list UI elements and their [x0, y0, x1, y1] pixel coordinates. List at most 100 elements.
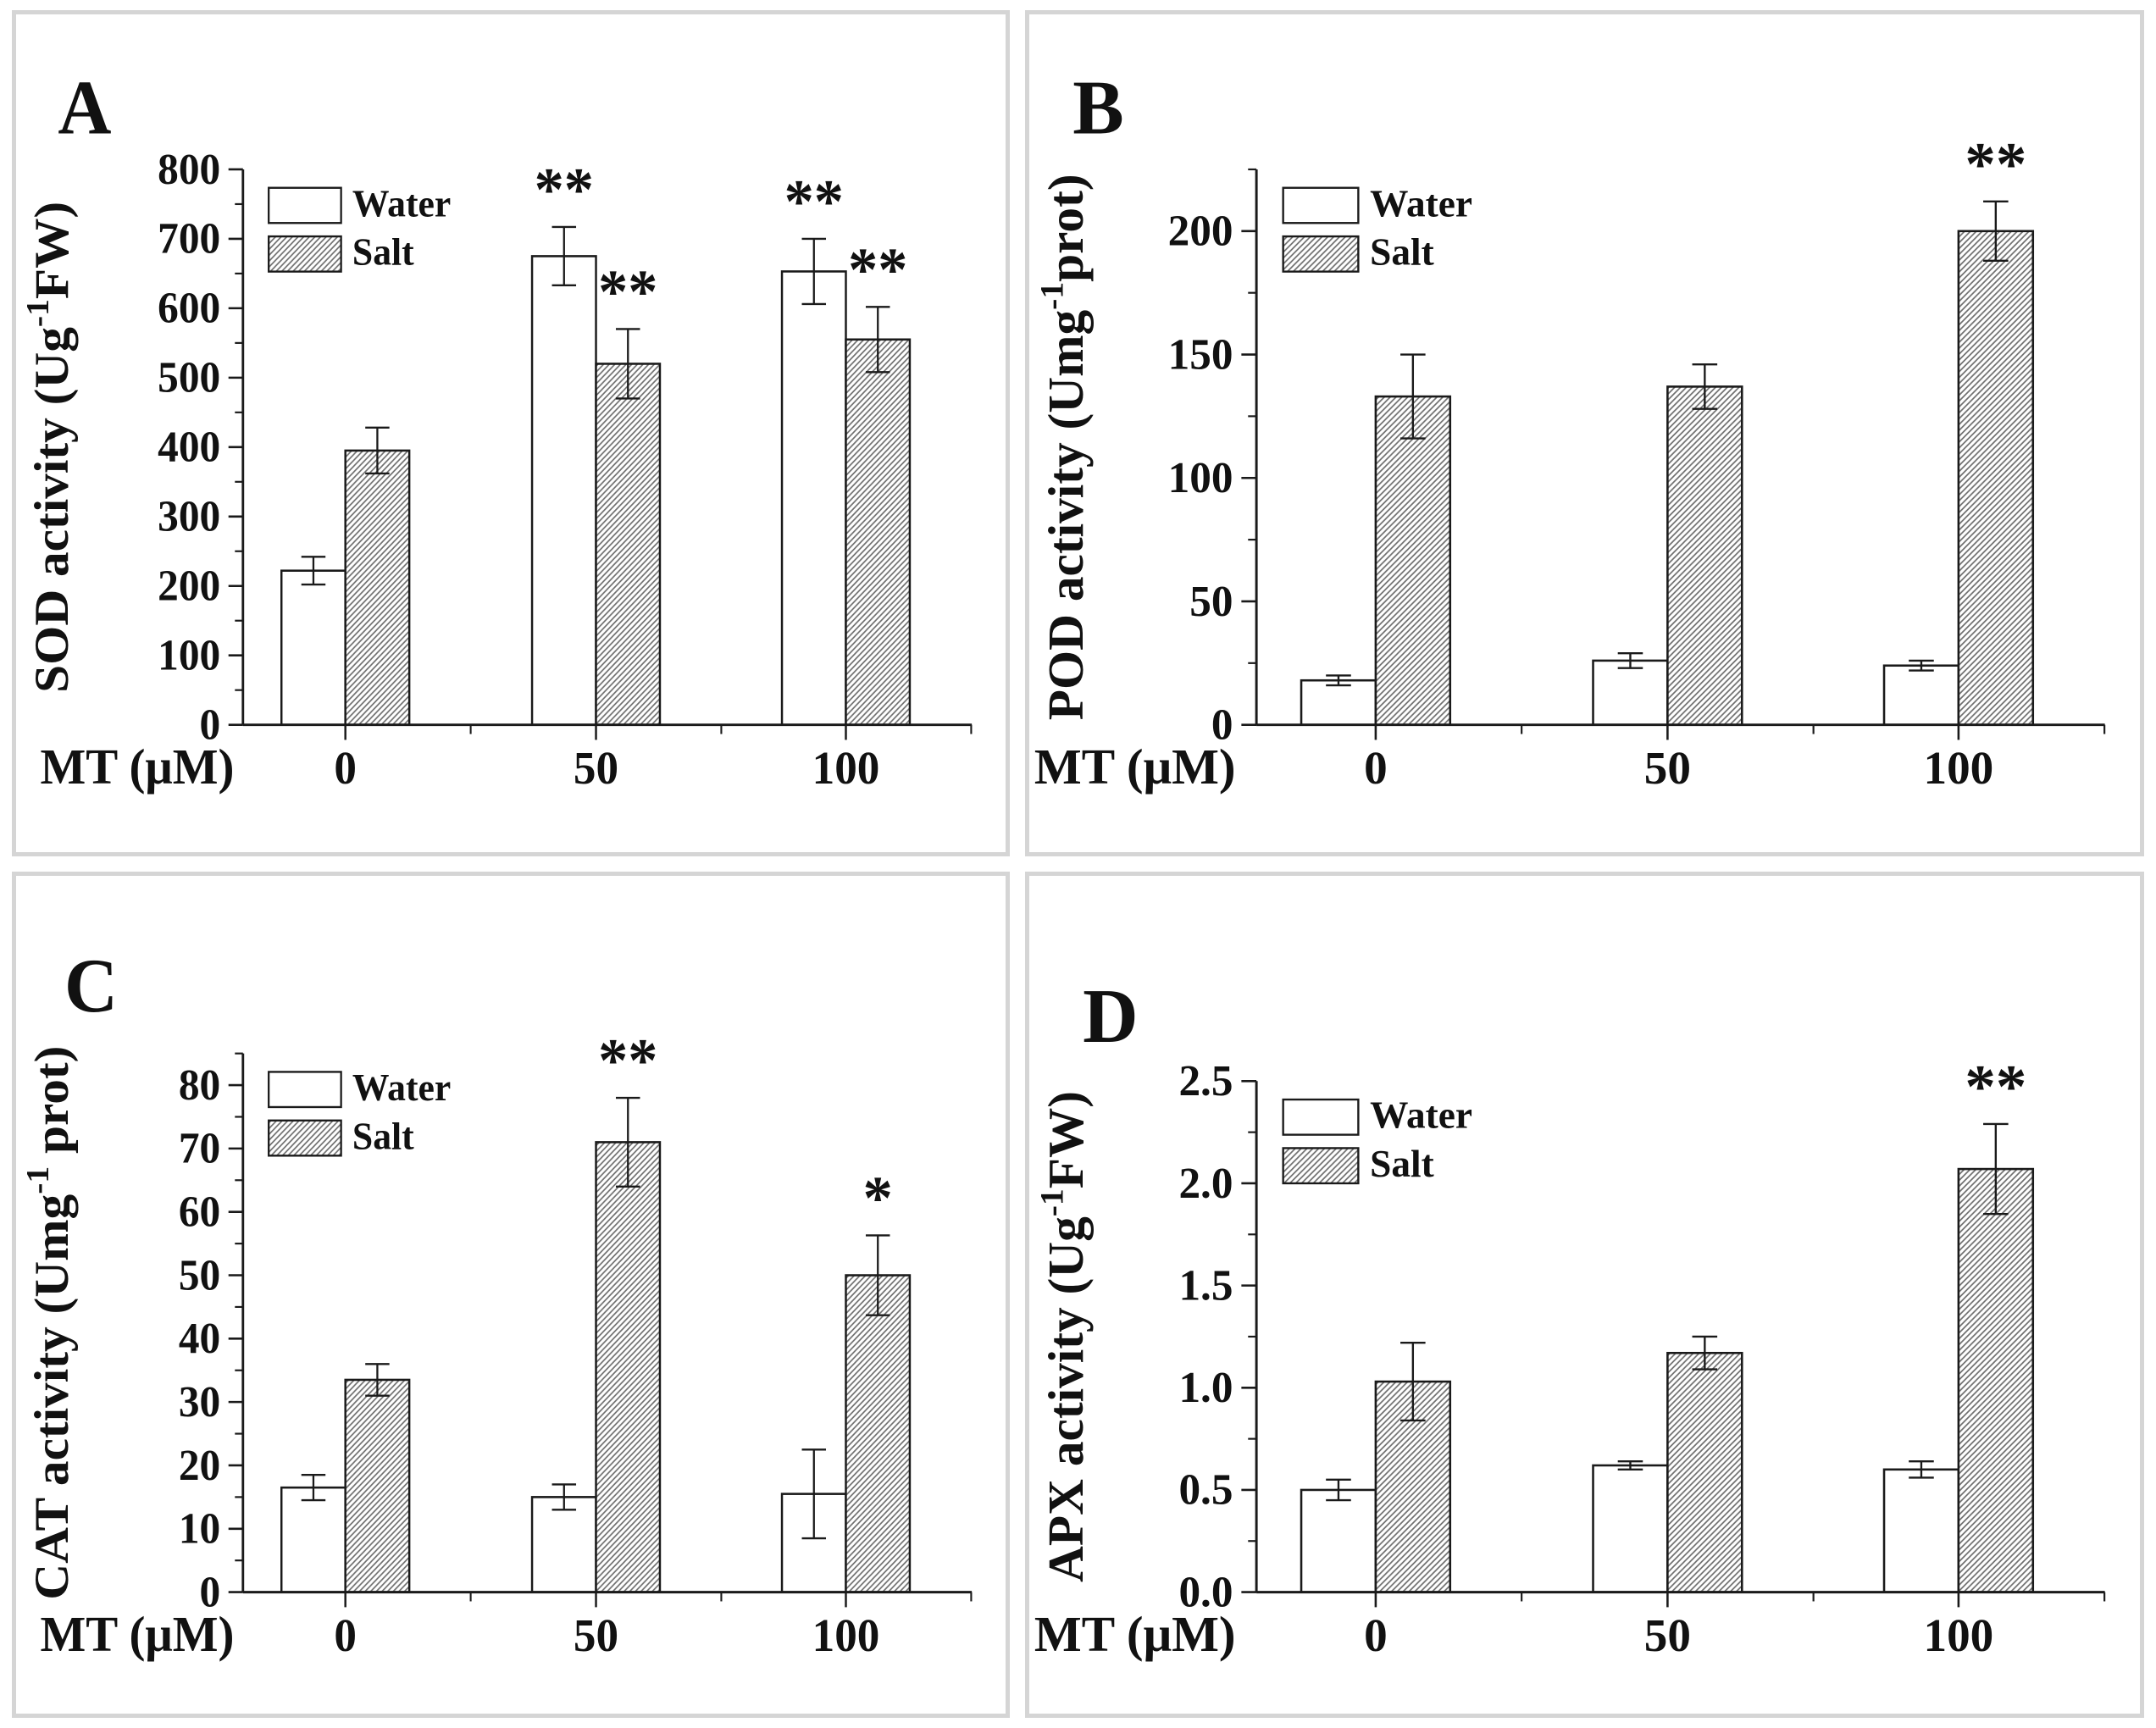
panel-letter: D	[1083, 973, 1138, 1059]
significance-marker: **	[598, 257, 657, 326]
x-tick-label: 100	[812, 742, 880, 794]
bar-salt-0	[344, 1378, 411, 1593]
bar-salt-100	[845, 338, 912, 726]
significance-marker: **	[848, 235, 907, 304]
chart-pod: ** 0 50 100 150 200 0 50 100 MT (μM) POD activity …	[1033, 64, 2106, 795]
bar-water-50	[1592, 659, 1669, 726]
y-tick-label: 50	[1189, 578, 1233, 626]
bar-water-0	[1300, 1488, 1377, 1593]
errorbar-water-0	[1326, 674, 1351, 687]
errorbar-salt-0	[1400, 353, 1426, 440]
x-tick-label: 0	[334, 742, 357, 794]
y-tick-label: 400	[158, 423, 220, 471]
x-tick-label: 0	[1364, 1609, 1388, 1661]
y-tick-label: 30	[179, 1377, 220, 1426]
significance-marker: **	[535, 155, 594, 224]
y-tick-label: 0	[1211, 701, 1233, 749]
significance-marker: **	[1965, 1052, 2026, 1121]
errorbar-water-100	[801, 1448, 827, 1540]
y-tick-label: 1.5	[1178, 1261, 1233, 1310]
errorbar-salt-0	[365, 426, 390, 475]
y-tick-label: 100	[1168, 454, 1233, 502]
legend-label-water: Water	[352, 1066, 451, 1109]
chart-apx: ** 0.0 0.5 1.0 1.5 2.0 2.5 0 50 100 MT (μM) APX act…	[1033, 973, 2106, 1662]
bar-water-100	[1882, 664, 1960, 726]
legend: Water Salt	[268, 182, 451, 274]
y-axis-label: CAT activity (Umg-1 prot)	[20, 1046, 79, 1600]
y-tick-label: 0	[200, 701, 221, 749]
errorbar-water-50	[551, 1483, 577, 1511]
y-tick-label: 600	[158, 284, 220, 332]
x-tick-label: 0	[1364, 742, 1388, 794]
panel-letter: A	[58, 66, 111, 151]
legend-swatch-salt	[1282, 1147, 1360, 1185]
y-tick-label: 0.5	[1178, 1466, 1233, 1515]
legend-label-water: Water	[1370, 1094, 1472, 1137]
x-tick-label: 100	[812, 1609, 880, 1661]
bar-salt-0	[1374, 395, 1452, 726]
y-tick-label: 500	[158, 353, 220, 402]
errorbar-salt-100	[865, 306, 890, 374]
errorbar-salt-100	[1983, 1122, 2009, 1216]
y-tick-label: 700	[158, 214, 220, 263]
y-axis-label: POD activity (Umg-1prot)	[1033, 174, 1094, 720]
errorbar-water-100	[801, 237, 827, 306]
x-axis-label: MT (μM)	[1034, 1606, 1236, 1662]
legend-label-salt: Salt	[352, 230, 414, 274]
legend-swatch-salt	[268, 1119, 342, 1157]
y-tick-label: 150	[1168, 330, 1233, 379]
y-tick-label: 50	[179, 1250, 220, 1299]
y-tick-label: 200	[1168, 208, 1233, 256]
bar-salt-50	[1666, 385, 1743, 726]
y-tick-label: 0.0	[1178, 1568, 1233, 1616]
y-axis-label: SOD activity (Ug-1FW)	[20, 202, 79, 693]
panel-C: ** * 0 10 20 30 40 50 60 70 80 0 50 100 MT (μM) CAT act…	[12, 872, 1010, 1718]
y-tick-label: 70	[179, 1124, 220, 1172]
bar-water-0	[1300, 678, 1377, 726]
x-tick-label: 100	[1924, 742, 1994, 794]
legend: Water Salt	[1282, 182, 1472, 274]
legend-label-salt: Salt	[1370, 231, 1434, 274]
panel-letter: B	[1072, 64, 1123, 150]
y-tick-label: 200	[158, 562, 220, 610]
legend-swatch-water	[268, 186, 342, 224]
errorbar-salt-0	[365, 1363, 390, 1397]
errorbar-water-0	[1326, 1478, 1351, 1502]
errorbar-salt-50	[1692, 363, 1718, 410]
y-tick-label: 800	[158, 145, 220, 193]
significance-marker: **	[784, 167, 844, 236]
legend-swatch-water	[1282, 186, 1360, 224]
errorbar-salt-50	[616, 328, 640, 400]
bar-water-100	[1882, 1468, 1960, 1593]
panel-D: ** 0.0 0.5 1.0 1.5 2.0 2.5 0 50 100 MT (μM) APX act…	[1025, 872, 2144, 1718]
errorbar-water-100	[1909, 1459, 1934, 1479]
y-tick-label: 2.0	[1178, 1160, 1233, 1208]
legend-label-water: Water	[352, 182, 451, 225]
errorbar-water-50	[551, 225, 577, 287]
y-tick-label: 10	[179, 1504, 220, 1553]
x-tick-label: 50	[574, 742, 618, 794]
panel-B: ** 0 50 100 150 200 0 50 100 MT (μM) POD activity …	[1025, 10, 2144, 856]
panel-A: ** ** ** ** 0 100 200 300 400 500 600 700 800 0 50 100 M…	[12, 10, 1010, 856]
bar-water-0	[280, 1486, 346, 1593]
x-axis-label: MT (μM)	[40, 1606, 234, 1662]
legend-swatch-water	[268, 1071, 342, 1109]
x-axis-label: MT (μM)	[1034, 739, 1236, 795]
x-tick-label: 50	[1644, 1609, 1691, 1661]
bar-salt-100	[845, 1274, 912, 1593]
bar-water-0	[280, 569, 346, 726]
bar-salt-100	[1957, 230, 2035, 726]
errorbar-water-50	[1617, 651, 1643, 669]
bar-water-50	[1592, 1464, 1669, 1593]
x-tick-label: 50	[574, 1609, 618, 1661]
errorbar-water-0	[301, 556, 326, 586]
bar-salt-0	[344, 449, 411, 726]
bar-salt-50	[595, 1141, 662, 1593]
y-tick-label: 300	[158, 492, 220, 540]
errorbar-salt-0	[1400, 1342, 1426, 1422]
bar-water-50	[530, 1496, 597, 1593]
panel-letter: C	[64, 944, 118, 1029]
bar-salt-50	[595, 363, 662, 726]
